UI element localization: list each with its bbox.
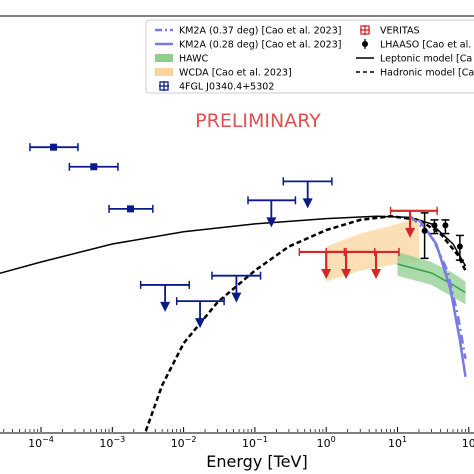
series-3-point-3 <box>455 234 464 261</box>
series-9-center-line <box>397 263 466 294</box>
legend-label: Leptonic model [Ca <box>380 54 472 65</box>
series-3-point-2 <box>441 219 450 235</box>
legend-swatch-box <box>159 81 169 91</box>
ul-arrowhead <box>266 217 277 228</box>
x-axis-label: Energy [TeV] <box>206 452 307 471</box>
x-tick-label-6: 10 <box>462 437 474 450</box>
x-tick-label-3: 10−1 <box>242 435 268 450</box>
legend-label: KM2A (0.37 deg) [Cao et al. 2023] <box>179 26 341 37</box>
series-0-point-2 <box>108 204 154 213</box>
legend-entry-0: KM2A (0.37 deg) [Cao et al. 2023] <box>155 26 341 37</box>
marker <box>90 163 98 171</box>
tick-base: 10 <box>388 437 402 450</box>
legend-label: Hadronic model [Ca <box>380 68 474 79</box>
series-0-point-0 <box>29 143 79 152</box>
legend-entry-2: KM2A (0.28 deg) [Cao et al. 2023] <box>155 40 341 51</box>
tick-base: 10 <box>171 437 185 450</box>
x-tick-label-0: 10−4 <box>28 435 54 450</box>
series-1-ul-2 <box>211 271 262 303</box>
marker <box>442 222 449 229</box>
x-tick-label-2: 10−2 <box>171 435 197 450</box>
tick-base: 10 <box>28 437 42 450</box>
tick-base: 10 <box>99 437 113 450</box>
legend-swatch-box <box>360 25 370 35</box>
series-4-line <box>0 215 467 275</box>
x-tick-label-5: 101 <box>388 435 407 450</box>
plot-frame <box>0 15 474 434</box>
tick-exponent: −4 <box>42 435 54 444</box>
series-5-line <box>144 214 467 432</box>
series-1-ul-4 <box>282 177 333 209</box>
series-8-band <box>326 217 419 282</box>
legend-entry-3: LHAASO [Cao et al. <box>362 39 471 51</box>
ul-arrowhead <box>302 198 313 209</box>
ul-arrowhead <box>405 227 416 238</box>
legend-label: LHAASO [Cao et al. <box>380 40 471 51</box>
legend-label: KM2A (0.28 deg) [Cao et al. 2023] <box>179 40 341 51</box>
series-0-point-1 <box>68 162 119 171</box>
tick-exponent: 1 <box>402 435 407 444</box>
legend-label: HAWC <box>179 54 209 65</box>
ul-arrowhead <box>231 292 242 303</box>
marks-layer <box>29 143 464 329</box>
marker <box>127 205 135 213</box>
tick-base: 10 <box>317 437 331 450</box>
tick-exponent: 0 <box>331 435 336 444</box>
legend-label: WCDA [Cao et al. 2023] <box>179 68 292 79</box>
ul-arrowhead <box>160 301 171 312</box>
ul-arrowhead <box>195 318 206 329</box>
legend-swatch-patch <box>155 54 173 62</box>
series-2-ul-3 <box>389 206 438 238</box>
legend: KM2A (0.37 deg) [Cao et al. 2023] VERITAS… <box>145 19 474 94</box>
legend-entry-4: HAWC <box>155 54 209 65</box>
series-9-band <box>397 251 466 305</box>
legend-box <box>145 19 474 94</box>
legend-entry-1: VERITAS <box>360 25 420 37</box>
series-3-point-0 <box>420 212 429 260</box>
legend-entry-7: Hadronic model [Ca <box>356 68 474 79</box>
x-axis: 10−4 10−3 10−2 10−1 100 101 10 <box>3 427 474 450</box>
series-1-ul-0 <box>139 280 190 312</box>
tick-exponent: −2 <box>185 435 197 444</box>
legend-entry-8: 4FGL J0340.4+5302 <box>159 81 274 93</box>
series-1-ul-1 <box>175 297 225 329</box>
ul-arrowhead <box>321 268 332 279</box>
legend-label: VERITAS <box>380 26 420 37</box>
tick-exponent: −1 <box>256 435 268 444</box>
legend-swatch-patch <box>155 68 173 76</box>
x-tick-label-1: 10−3 <box>99 435 125 450</box>
marker <box>456 243 463 250</box>
tick-base: 10 <box>242 437 256 450</box>
watermark-text: PRELIMINARY <box>195 110 321 132</box>
tick-base: 10 <box>462 437 474 450</box>
ul-arrowhead <box>341 268 352 279</box>
series-1-ul-3 <box>247 196 297 228</box>
legend-swatch-point <box>362 41 368 47</box>
ul-arrowhead <box>371 268 382 279</box>
series-2-ul-2 <box>345 247 400 279</box>
legend-label: 4FGL J0340.4+5302 <box>179 82 274 93</box>
series-3-point-1 <box>430 219 439 235</box>
x-tick-label-4: 100 <box>317 435 336 450</box>
bands-layer <box>326 217 466 305</box>
series-7-line <box>417 219 467 377</box>
legend-entry-5: Leptonic model [Ca <box>356 54 472 65</box>
marker <box>50 143 58 151</box>
marker <box>431 222 438 229</box>
tick-exponent: −3 <box>113 435 125 444</box>
marker <box>421 227 428 234</box>
legend-entry-6: WCDA [Cao et al. 2023] <box>155 68 292 79</box>
